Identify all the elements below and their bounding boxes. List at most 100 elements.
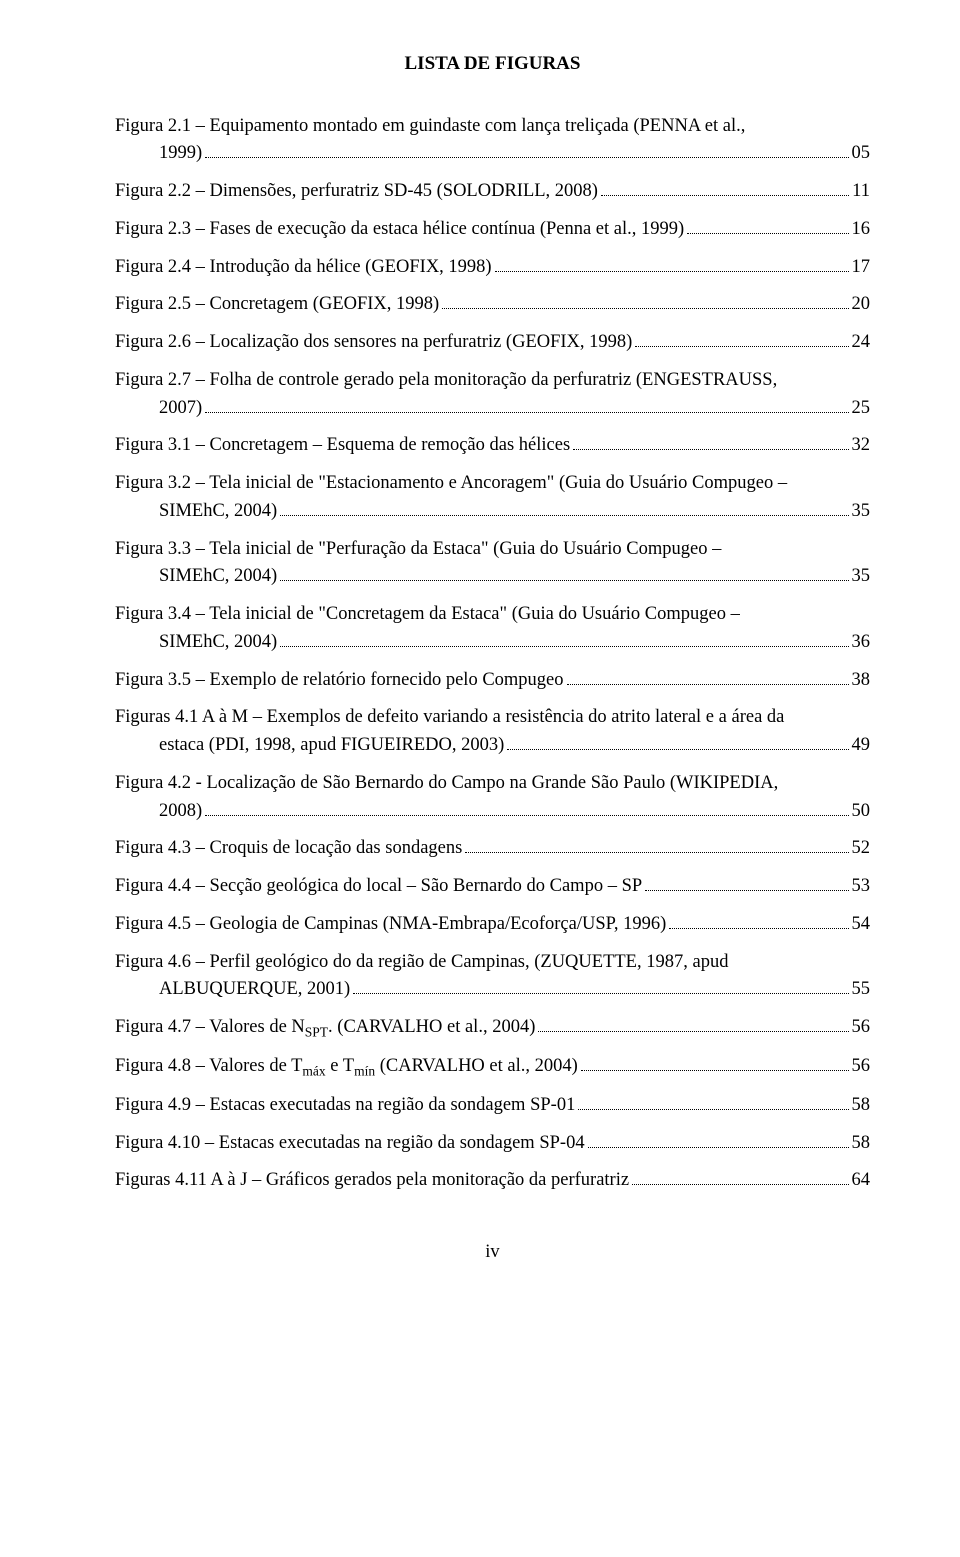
entry-last-line: Figura 4.10 – Estacas executadas na regi…	[115, 1130, 870, 1158]
dot-leaders	[495, 271, 849, 272]
dot-leaders	[280, 580, 848, 581]
entry-last-line: Figura 4.4 – Secção geológica do local –…	[115, 873, 870, 901]
dot-leaders	[581, 1070, 849, 1071]
entry-label: 2008)	[159, 798, 202, 826]
entry-label: Figura 2.3 – Fases de execução da estaca…	[115, 216, 684, 244]
list-item: Figura 4.7 – Valores de NSPT. (CARVALHO …	[115, 1014, 870, 1043]
entry-last-line: Figura 4.5 – Geologia de Campinas (NMA-E…	[115, 911, 870, 939]
entry-label: Figura 2.6 – Localização dos sensores na…	[115, 329, 632, 357]
entry-last-line: Figura 2.5 – Concretagem (GEOFIX, 1998) …	[115, 291, 870, 319]
entry-page: 35	[852, 498, 871, 526]
dot-leaders	[669, 928, 848, 929]
entry-page: 49	[852, 732, 871, 760]
entry-last-line: Figura 4.9 – Estacas executadas na regiã…	[115, 1092, 870, 1120]
entry-text-line: Figuras 4.1 A à M – Exemplos de defeito …	[115, 704, 870, 732]
list-item: Figuras 4.1 A à M – Exemplos de defeito …	[115, 704, 870, 760]
entry-page: 25	[852, 395, 871, 423]
entry-label: SIMEhC, 2004)	[159, 498, 277, 526]
page-title: LISTA DE FIGURAS	[115, 50, 870, 79]
entry-last-line: Figura 4.8 – Valores de Tmáx e Tmín (CAR…	[115, 1053, 870, 1082]
list-item: Figura 3.1 – Concretagem – Esquema de re…	[115, 432, 870, 460]
dot-leaders	[280, 515, 848, 516]
entry-page: 52	[852, 835, 871, 863]
entry-page: 55	[852, 976, 871, 1004]
entry-label: Figura 4.8 – Valores de Tmáx e Tmín (CAR…	[115, 1053, 578, 1082]
entry-last-line: Figura 3.5 – Exemplo de relatório fornec…	[115, 667, 870, 695]
entry-page: 17	[852, 254, 871, 282]
entry-last-line: 2008) 50	[115, 798, 870, 826]
entry-last-line: Figura 2.6 – Localização dos sensores na…	[115, 329, 870, 357]
list-item: Figura 4.5 – Geologia de Campinas (NMA-E…	[115, 911, 870, 939]
dot-leaders	[635, 346, 848, 347]
dot-leaders	[465, 852, 848, 853]
dot-leaders	[280, 646, 848, 647]
entry-page: 56	[852, 1053, 871, 1081]
entry-label: 1999)	[159, 140, 202, 168]
entry-label: Figura 2.2 – Dimensões, perfuratriz SD-4…	[115, 178, 598, 206]
entry-last-line: ALBUQUERQUE, 2001) 55	[115, 976, 870, 1004]
entry-page: 20	[852, 291, 871, 319]
entry-label: Figura 4.7 – Valores de NSPT. (CARVALHO …	[115, 1014, 535, 1043]
dot-leaders	[645, 890, 848, 891]
list-item: Figura 2.1 – Equipamento montado em guin…	[115, 113, 870, 169]
dot-leaders	[353, 993, 848, 994]
entry-label: SIMEhC, 2004)	[159, 629, 277, 657]
list-item: Figura 2.7 – Folha de controle gerado pe…	[115, 367, 870, 423]
dot-leaders	[588, 1147, 849, 1148]
entry-page: 56	[852, 1014, 871, 1042]
list-item: Figura 4.3 – Croquis de locação das sond…	[115, 835, 870, 863]
list-item: Figura 2.3 – Fases de execução da estaca…	[115, 216, 870, 244]
entry-page: 54	[852, 911, 871, 939]
entry-last-line: Figura 3.1 – Concretagem – Esquema de re…	[115, 432, 870, 460]
entry-text-line: Figura 3.3 – Tela inicial de "Perfuração…	[115, 536, 870, 564]
entry-last-line: Figura 2.4 – Introdução da hélice (GEOFI…	[115, 254, 870, 282]
entry-label: Figura 4.5 – Geologia de Campinas (NMA-E…	[115, 911, 666, 939]
entry-page: 32	[852, 432, 871, 460]
dot-leaders	[601, 195, 849, 196]
entry-label: Figura 2.4 – Introdução da hélice (GEOFI…	[115, 254, 492, 282]
figure-list: Figura 2.1 – Equipamento montado em guin…	[115, 113, 870, 1196]
entry-label: 2007)	[159, 395, 202, 423]
entry-page: 11	[852, 178, 870, 206]
dot-leaders	[578, 1109, 848, 1110]
entry-label: Figura 4.4 – Secção geológica do local –…	[115, 873, 642, 901]
dot-leaders	[442, 308, 848, 309]
dot-leaders	[567, 684, 849, 685]
entry-page: 58	[852, 1092, 871, 1120]
entry-page: 35	[852, 563, 871, 591]
entry-label: Figura 3.5 – Exemplo de relatório fornec…	[115, 667, 564, 695]
entry-text-line: Figura 4.2 - Localização de São Bernardo…	[115, 770, 870, 798]
dot-leaders	[687, 233, 848, 234]
entry-page: 16	[852, 216, 871, 244]
entry-label: Figura 4.3 – Croquis de locação das sond…	[115, 835, 462, 863]
entry-page: 53	[852, 873, 871, 901]
list-item: Figura 4.4 – Secção geológica do local –…	[115, 873, 870, 901]
entry-label: ALBUQUERQUE, 2001)	[159, 976, 350, 1004]
entry-label: Figura 2.5 – Concretagem (GEOFIX, 1998)	[115, 291, 439, 319]
entry-last-line: Figura 4.3 – Croquis de locação das sond…	[115, 835, 870, 863]
dot-leaders	[573, 449, 848, 450]
entry-label: Figura 4.9 – Estacas executadas na regiã…	[115, 1092, 575, 1120]
entry-last-line: Figuras 4.11 A à J – Gráficos gerados pe…	[115, 1167, 870, 1195]
entry-last-line: SIMEhC, 2004) 35	[115, 563, 870, 591]
list-item: Figura 3.2 – Tela inicial de "Estacionam…	[115, 470, 870, 526]
entry-label: Figuras 4.11 A à J – Gráficos gerados pe…	[115, 1167, 629, 1195]
dot-leaders	[205, 412, 848, 413]
entry-page: 38	[852, 667, 871, 695]
list-item: Figura 4.2 - Localização de São Bernardo…	[115, 770, 870, 826]
list-item: Figura 4.8 – Valores de Tmáx e Tmín (CAR…	[115, 1053, 870, 1082]
list-item: Figura 4.6 – Perfil geológico do da regi…	[115, 949, 870, 1005]
entry-page: 05	[852, 140, 871, 168]
entry-page: 24	[852, 329, 871, 357]
entry-label: Figura 4.10 – Estacas executadas na regi…	[115, 1130, 585, 1158]
list-item: Figuras 4.11 A à J – Gráficos gerados pe…	[115, 1167, 870, 1195]
entry-last-line: 2007) 25	[115, 395, 870, 423]
entry-label: SIMEhC, 2004)	[159, 563, 277, 591]
list-item: Figura 3.5 – Exemplo de relatório fornec…	[115, 667, 870, 695]
list-item: Figura 4.9 – Estacas executadas na regiã…	[115, 1092, 870, 1120]
entry-last-line: SIMEhC, 2004) 36	[115, 629, 870, 657]
entry-last-line: 1999) 05	[115, 140, 870, 168]
entry-page: 64	[852, 1167, 871, 1195]
entry-last-line: Figura 2.2 – Dimensões, perfuratriz SD-4…	[115, 178, 870, 206]
entry-text-line: Figura 2.1 – Equipamento montado em guin…	[115, 113, 870, 141]
